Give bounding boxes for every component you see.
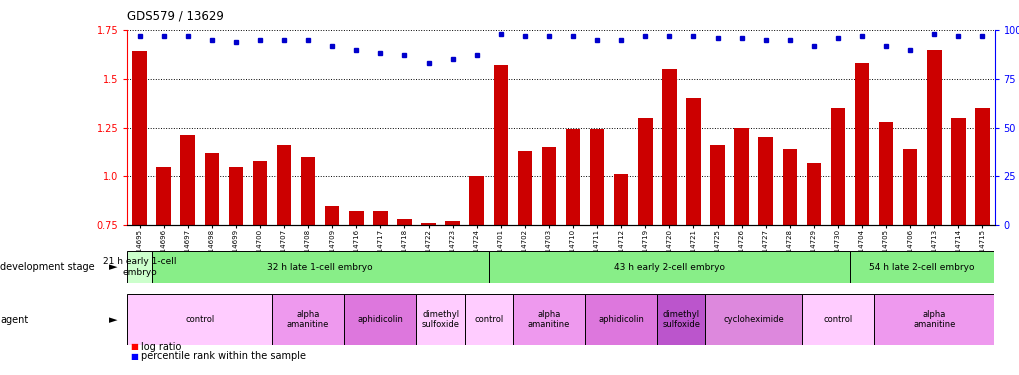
Bar (951, 118, 965, 225)
Bar (656, 294, 705, 345)
Bar (416, 294, 465, 345)
Bar (878, 122, 893, 225)
Text: GDS579 / 13629: GDS579 / 13629 (127, 9, 224, 22)
Text: percentile rank within the sample: percentile rank within the sample (141, 351, 306, 361)
Text: ►: ► (109, 262, 117, 272)
Bar (465, 294, 513, 345)
Bar (180, 135, 195, 225)
Bar (829, 108, 845, 225)
Bar (396, 219, 412, 225)
Text: control: control (184, 315, 214, 324)
Bar (445, 221, 460, 225)
Bar (228, 166, 243, 225)
Bar (638, 118, 652, 225)
Bar (325, 206, 339, 225)
Bar (613, 174, 628, 225)
Text: aphidicolin: aphidicolin (598, 315, 644, 324)
Text: alpha
amanitine: alpha amanitine (527, 310, 570, 329)
Bar (849, 251, 994, 283)
Bar (518, 151, 532, 225)
Bar (854, 63, 868, 225)
Bar (686, 98, 700, 225)
Text: 32 h late 1-cell embryo: 32 h late 1-cell embryo (267, 262, 373, 272)
Bar (348, 211, 363, 225)
Bar (566, 129, 580, 225)
Bar (758, 137, 772, 225)
Bar (421, 223, 435, 225)
Bar (488, 251, 849, 283)
Text: 54 h late 2-cell embryo: 54 h late 2-cell embryo (868, 262, 974, 272)
Text: 21 h early 1-cell
embryo: 21 h early 1-cell embryo (103, 258, 176, 277)
Text: agent: agent (0, 315, 29, 325)
Bar (127, 294, 272, 345)
Text: development stage: development stage (0, 262, 95, 272)
Text: 43 h early 2-cell embryo: 43 h early 2-cell embryo (613, 262, 725, 272)
Bar (272, 294, 344, 345)
Bar (873, 294, 994, 345)
Bar (156, 166, 171, 225)
Bar (902, 149, 916, 225)
Text: dimethyl
sulfoxide: dimethyl sulfoxide (661, 310, 700, 329)
Bar (344, 294, 416, 345)
Bar (132, 51, 147, 225)
Text: dimethyl
sulfoxide: dimethyl sulfoxide (421, 310, 460, 329)
Bar (301, 157, 315, 225)
Bar (709, 145, 725, 225)
Bar (205, 153, 219, 225)
Bar (926, 50, 941, 225)
Text: control: control (822, 315, 852, 324)
Bar (276, 145, 291, 225)
Bar (513, 294, 585, 345)
Text: ►: ► (109, 315, 117, 325)
Bar (705, 294, 801, 345)
Bar (661, 69, 676, 225)
Bar (974, 108, 988, 225)
Bar (782, 149, 796, 225)
Bar (253, 160, 267, 225)
Text: cycloheximide: cycloheximide (722, 315, 784, 324)
Text: control: control (474, 315, 503, 324)
Bar (373, 211, 387, 225)
Bar (469, 176, 483, 225)
Text: alpha
amanitine: alpha amanitine (912, 310, 955, 329)
Bar (152, 251, 488, 283)
Bar (589, 129, 604, 225)
Text: ■: ■ (130, 342, 139, 351)
Bar (541, 147, 555, 225)
Text: ■: ■ (130, 352, 139, 361)
Text: log ratio: log ratio (141, 342, 181, 352)
Bar (734, 128, 748, 225)
Bar (806, 163, 820, 225)
Bar (493, 65, 507, 225)
Text: alpha
amanitine: alpha amanitine (286, 310, 329, 329)
Bar (127, 251, 152, 283)
Text: aphidicolin: aphidicolin (357, 315, 403, 324)
Bar (801, 294, 873, 345)
Bar (585, 294, 656, 345)
